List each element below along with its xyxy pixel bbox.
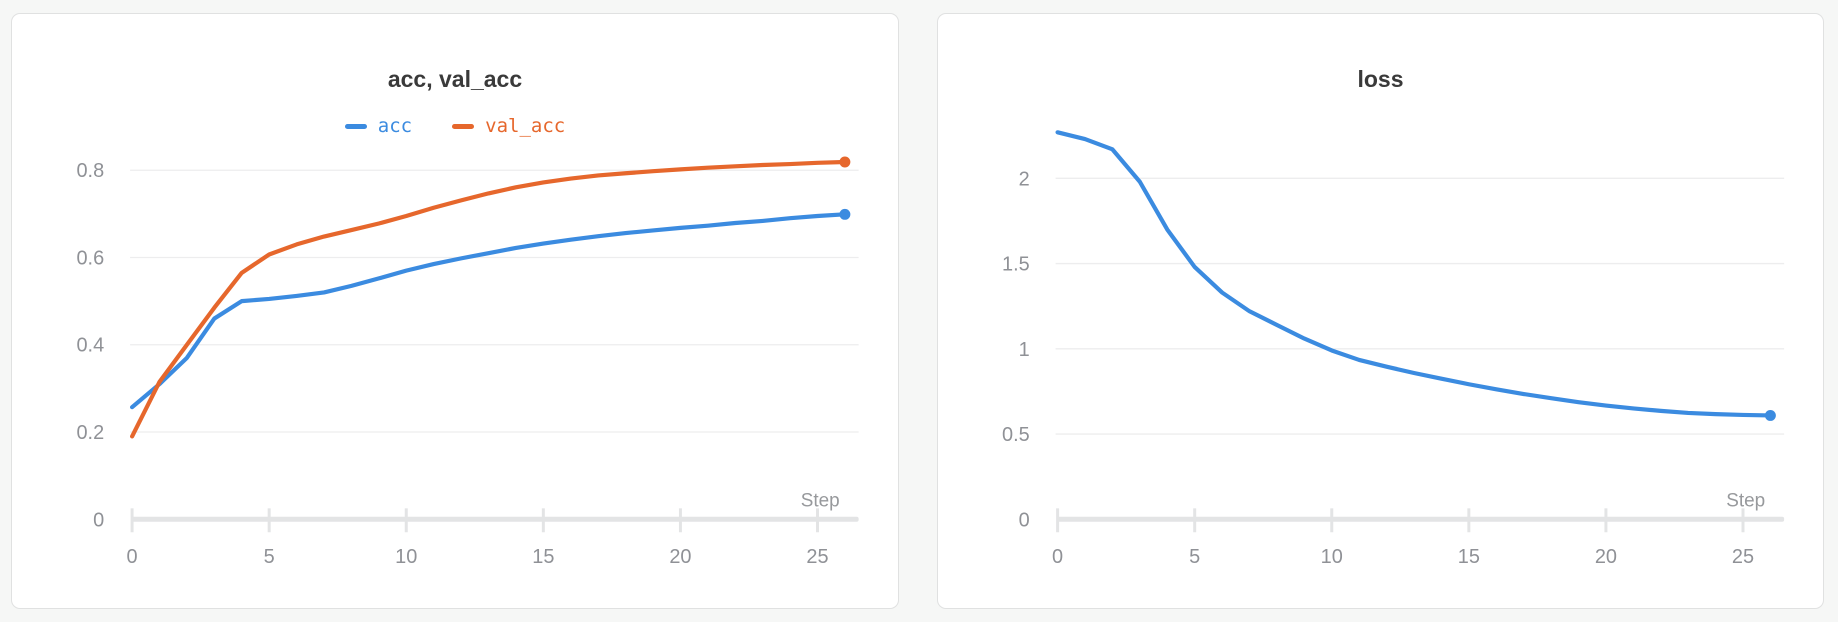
series-line-loss[interactable] [1055, 130, 1773, 418]
x-tick-label: 5 [264, 546, 275, 568]
x-axis-tick [1604, 508, 1608, 533]
x-axis-tick [1193, 508, 1197, 533]
legend-label: val_acc [485, 114, 566, 137]
x-tick-label: 15 [1458, 546, 1480, 568]
legend-dash-icon [344, 123, 367, 129]
y-tick-label: 0.2 [76, 422, 104, 444]
endpoint-dot-val_acc[interactable] [839, 156, 851, 168]
chart-title: acc, val_acc [387, 66, 523, 92]
chart-legend: acc val_acc [12, 113, 898, 139]
x-tick-label: 25 [1732, 546, 1754, 568]
legend-label: acc [377, 114, 413, 137]
chart-panel-loss: loss 0 0.5 1 1.5 2 0 5 10 15 20 25 Step [937, 13, 1824, 609]
chart-panel-accuracy: acc, val_acc acc val_acc 0 0.2 0.4 0.6 0.8 0 5 1… [11, 13, 899, 609]
y-tick-label: 2 [1019, 168, 1030, 190]
x-tick-label: 10 [1321, 546, 1343, 568]
x-axis-tick [816, 508, 820, 533]
y-tick-label: 0.5 [1002, 424, 1030, 446]
y-tick-label: 0 [1019, 509, 1030, 531]
x-axis-tick [1467, 508, 1471, 533]
x-axis-line [1056, 516, 1785, 522]
x-axis-line [131, 516, 859, 522]
x-tick-label: 0 [1052, 546, 1063, 568]
x-axis-tick [678, 508, 682, 533]
endpoint-dot-acc[interactable] [839, 208, 851, 220]
y-tick-label: 0.6 [76, 247, 104, 269]
x-axis-title: Step [801, 490, 840, 511]
x-tick-label: 10 [395, 546, 417, 568]
y-tick-label: 0.8 [76, 160, 104, 182]
x-axis-tick [1330, 508, 1334, 533]
accuracy-line-chart[interactable]: 0 0.2 0.4 0.6 0.8 0 5 10 15 20 25 Step [12, 14, 898, 608]
x-axis-title: Step [1726, 490, 1765, 511]
x-tick-label: 20 [1595, 546, 1617, 568]
series-line-val_acc[interactable] [129, 159, 847, 439]
x-axis-tick [1741, 508, 1745, 533]
x-axis-tick [404, 508, 408, 533]
series-line-acc[interactable] [129, 212, 847, 410]
y-tick-label: 0.4 [76, 335, 104, 357]
legend-item-val_acc[interactable]: val_acc [452, 114, 566, 137]
x-tick-label: 0 [127, 546, 138, 568]
y-tick-label: 1 [1019, 339, 1030, 361]
legend-dash-icon [452, 123, 475, 129]
x-axis-tick [541, 508, 545, 533]
y-tick-label: 0 [93, 509, 104, 531]
chart-title: loss [1357, 66, 1404, 92]
x-axis-tick [1056, 508, 1060, 533]
y-tick-label: 1.5 [1002, 254, 1030, 276]
x-tick-label: 20 [669, 546, 691, 568]
x-axis-tick [267, 508, 271, 533]
x-tick-label: 5 [1189, 546, 1200, 568]
endpoint-dot-loss[interactable] [1764, 409, 1776, 421]
x-tick-label: 25 [806, 546, 828, 568]
x-axis-tick [130, 508, 134, 533]
x-tick-label: 15 [532, 546, 554, 568]
legend-item-acc[interactable]: acc [344, 114, 413, 137]
